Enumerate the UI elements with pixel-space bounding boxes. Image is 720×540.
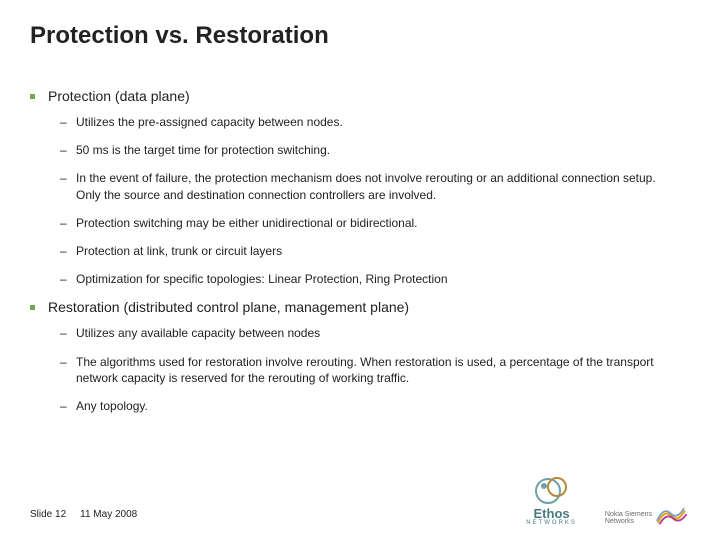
item-text: The algorithms used for restoration invo… xyxy=(76,355,654,385)
nsn-text: Nokia Siemens Networks xyxy=(605,511,652,526)
list-item: –Optimization for specific topologies: L… xyxy=(48,271,690,287)
section-heading: Restoration (distributed control plane, … xyxy=(48,299,409,315)
bullet-icon xyxy=(30,305,35,310)
slide: Protection vs. Restoration Protection (d… xyxy=(0,0,720,540)
list-item: –The algorithms used for restoration inv… xyxy=(48,354,690,386)
footer: Slide 12 11 May 2008 xyxy=(30,509,137,520)
dash-icon: – xyxy=(60,215,67,231)
list-item: –Protection at link, trunk or circuit la… xyxy=(48,243,690,259)
nsn-logo: Nokia Siemens Networks xyxy=(605,504,690,526)
nsn-line2: Networks xyxy=(605,518,652,526)
dash-icon: – xyxy=(60,170,67,186)
dash-icon: – xyxy=(60,325,67,341)
nsn-wave-icon xyxy=(656,504,690,526)
dash-icon: – xyxy=(60,354,67,370)
list-item: –Protection switching may be either unid… xyxy=(48,215,690,231)
page-title: Protection vs. Restoration xyxy=(30,22,690,50)
list-item: –In the event of failure, the protection… xyxy=(48,170,690,202)
item-text: Protection switching may be either unidi… xyxy=(76,216,418,230)
ethos-sub: NETWORKS xyxy=(526,520,577,526)
item-text: Utilizes the pre-assigned capacity betwe… xyxy=(76,115,343,129)
item-text: Utilizes any available capacity between … xyxy=(76,326,320,340)
dash-icon: – xyxy=(60,114,67,130)
item-text: Optimization for specific topologies: Li… xyxy=(76,272,448,286)
section-restoration: Restoration (distributed control plane, … xyxy=(30,299,690,414)
dash-icon: – xyxy=(60,142,67,158)
slide-number: Slide 12 xyxy=(30,509,66,520)
list-item: –Utilizes the pre-assigned capacity betw… xyxy=(48,114,690,130)
ethos-logo: Ethos NETWORKS xyxy=(526,477,577,526)
sub-list: –Utilizes the pre-assigned capacity betw… xyxy=(48,114,690,287)
ethos-mark-icon xyxy=(535,477,569,505)
section-protection: Protection (data plane) –Utilizes the pr… xyxy=(30,88,690,287)
section-heading: Protection (data plane) xyxy=(48,88,190,104)
item-text: Any topology. xyxy=(76,399,148,413)
list-item: –50 ms is the target time for protection… xyxy=(48,142,690,158)
item-text: Protection at link, trunk or circuit lay… xyxy=(76,244,282,258)
logo-area: Ethos NETWORKS Nokia Siemens Networks xyxy=(526,477,690,526)
list-item: –Utilizes any available capacity between… xyxy=(48,325,690,341)
dash-icon: – xyxy=(60,398,67,414)
content-list: Protection (data plane) –Utilizes the pr… xyxy=(30,88,690,414)
sub-list: –Utilizes any available capacity between… xyxy=(48,325,690,414)
nsn-line1: Nokia Siemens xyxy=(605,511,652,519)
bullet-icon xyxy=(30,94,35,99)
ethos-name: Ethos xyxy=(534,507,570,520)
item-text: 50 ms is the target time for protection … xyxy=(76,143,330,157)
list-item: –Any topology. xyxy=(48,398,690,414)
dash-icon: – xyxy=(60,271,67,287)
item-text: In the event of failure, the protection … xyxy=(76,171,656,201)
slide-date: 11 May 2008 xyxy=(80,509,137,520)
dash-icon: – xyxy=(60,243,67,259)
